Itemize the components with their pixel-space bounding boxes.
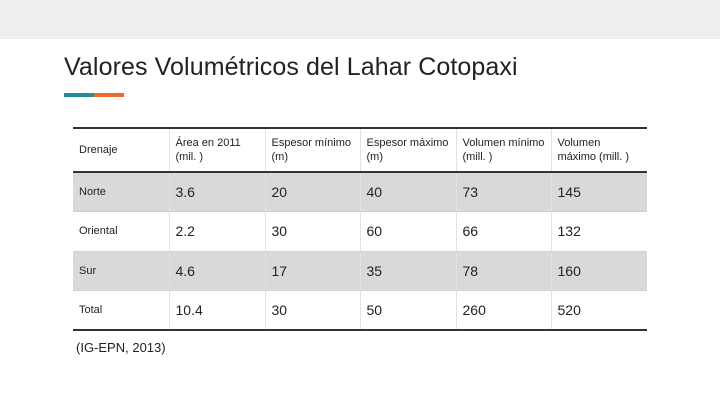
table-cell: 17 xyxy=(264,251,360,291)
table-cell: 260 xyxy=(455,290,551,331)
header-area: Área en 2011 (mil. ) xyxy=(168,127,265,173)
table-cell: 50 xyxy=(359,290,456,331)
header-espesor-min: Espesor mínimo (m) xyxy=(264,127,360,173)
table-cell: 40 xyxy=(359,172,456,212)
accent-bar-teal xyxy=(64,93,94,97)
source-citation: (IG-EPN, 2013) xyxy=(76,340,166,355)
table-cell: 3.6 xyxy=(168,172,265,212)
row-label: Oriental xyxy=(73,211,169,252)
table-cell: 30 xyxy=(264,211,360,252)
lahar-volume-table: Drenaje Área en 2011 (mil. ) Espesor mín… xyxy=(73,127,647,331)
header-drenaje: Drenaje xyxy=(73,127,169,173)
table-cell: 520 xyxy=(550,290,647,331)
row-label: Total xyxy=(73,290,169,331)
table-cell: 145 xyxy=(550,172,647,212)
table-cell: 20 xyxy=(264,172,360,212)
table-cell: 132 xyxy=(550,211,647,252)
table-row: Total 10.4 30 50 260 520 xyxy=(73,290,647,331)
table-row: Norte 3.6 20 40 73 145 xyxy=(73,172,647,212)
table-header-row: Drenaje Área en 2011 (mil. ) Espesor mín… xyxy=(73,127,647,173)
header-espesor-max: Espesor máximo (m) xyxy=(359,127,456,173)
table-cell: 60 xyxy=(359,211,456,252)
table-cell: 35 xyxy=(359,251,456,291)
table-cell: 10.4 xyxy=(168,290,265,331)
slide-title: Valores Volumétricos del Lahar Cotopaxi xyxy=(64,53,518,81)
table-cell: 160 xyxy=(550,251,647,291)
table-row: Sur 4.6 17 35 78 160 xyxy=(73,251,647,291)
table-cell: 66 xyxy=(455,211,551,252)
top-band xyxy=(0,0,720,39)
table-cell: 78 xyxy=(455,251,551,291)
header-volumen-max: Volumen máximo (mill. ) xyxy=(550,127,647,173)
header-volumen-min: Volumen mínimo (mill. ) xyxy=(455,127,551,173)
table-row: Oriental 2.2 30 60 66 132 xyxy=(73,211,647,252)
row-label: Sur xyxy=(73,251,169,291)
row-label: Norte xyxy=(73,172,169,212)
table-cell: 73 xyxy=(455,172,551,212)
accent-bar-orange xyxy=(94,93,124,97)
table-cell: 4.6 xyxy=(168,251,265,291)
table-cell: 30 xyxy=(264,290,360,331)
table-cell: 2.2 xyxy=(168,211,265,252)
